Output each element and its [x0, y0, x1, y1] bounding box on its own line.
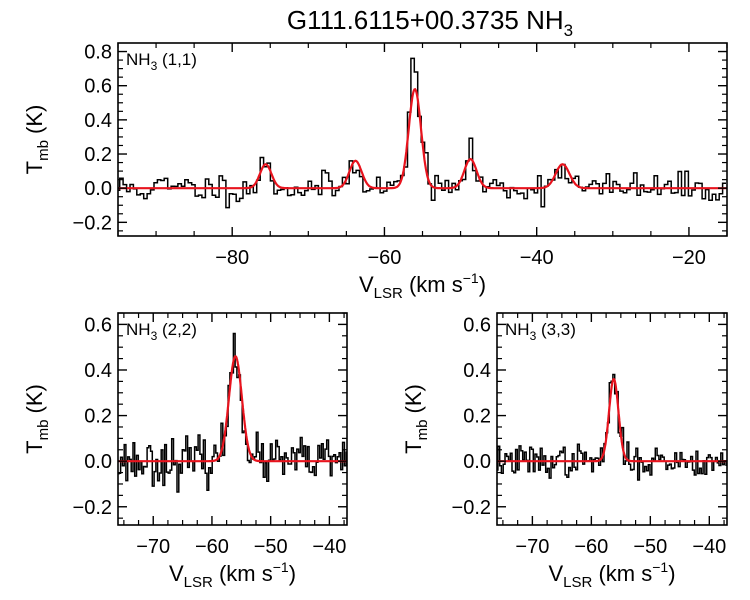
y-tick-label: 0.0: [84, 451, 112, 473]
x-tick-label: −80: [215, 247, 249, 269]
y-tick-label: 0.2: [463, 406, 491, 428]
x-axis-label: VLSR (km s−1): [548, 559, 675, 591]
panel-nh3-33: −70 −60 −50 −40 −0.2 0.0 0.2 0.4 0.6 NH3 (3,3) VLS…: [401, 312, 728, 591]
panel-nh3-11: −80 −60 −40 −20 −0.2 0.0 0.2 0.4 0.6 0.8 NH3 (1,1)…: [22, 42, 728, 302]
x-tick-label: −40: [312, 536, 346, 558]
spectrum-line: [118, 332, 347, 493]
x-axis-label: VLSR (km s−1): [169, 559, 296, 591]
y-tick-label: 0.0: [84, 178, 112, 200]
fit-line: [118, 355, 347, 463]
figure-title-main: G111.6115+00.3735 NH: [287, 5, 564, 35]
figure-title: G111.6115+00.3735 NH3: [287, 5, 573, 40]
x-tick-label: −60: [574, 536, 608, 558]
x-tick-label: −40: [520, 247, 554, 269]
y-tick-label: −0.2: [452, 497, 491, 519]
y-tick-label: −0.2: [73, 212, 112, 234]
y-tick-label: −0.2: [73, 497, 112, 519]
fit-line: [497, 377, 727, 463]
y-tick-label: 0.6: [84, 76, 112, 98]
x-tick-label: −70: [136, 536, 170, 558]
y-tick-label: 0.4: [463, 360, 491, 382]
plot-frame: [117, 312, 348, 526]
panel-nh3-22: −70 −60 −50 −40 −0.2 0.0 0.2 0.4 0.6 NH3 (2,2) VLS…: [22, 312, 348, 591]
x-tick-label: −50: [254, 536, 288, 558]
y-axis-label: Tmb (K): [22, 384, 52, 454]
panel-label: NH3 (1,1): [126, 50, 197, 73]
panel-label: NH3 (2,2): [126, 320, 197, 343]
x-tick-label: −60: [195, 536, 229, 558]
y-axis-label: Tmb (K): [401, 384, 431, 454]
y-tick-label: 0.4: [84, 360, 112, 382]
y-tick-label: 0.6: [84, 314, 112, 336]
x-tick-label: −50: [633, 536, 667, 558]
figure-title-sub: 3: [564, 21, 573, 40]
y-tick-label: 0.2: [84, 144, 112, 166]
panel-label: NH3 (3,3): [505, 320, 576, 343]
y-axis-label: Tmb (K): [22, 105, 52, 175]
y-tick-label: 0.4: [84, 110, 112, 132]
y-tick-label: 0.6: [463, 314, 491, 336]
x-tick-label: −20: [672, 247, 706, 269]
plot-frame: [496, 312, 728, 526]
x-axis-label: VLSR (km s−1): [359, 270, 486, 302]
x-tick-label: −60: [367, 247, 401, 269]
y-tick-label: 0.2: [84, 406, 112, 428]
y-tick-label: 0.8: [84, 42, 112, 64]
fit-line: [118, 87, 727, 190]
x-tick-label: −40: [692, 536, 726, 558]
x-tick-label: −70: [515, 536, 549, 558]
y-tick-label: 0.0: [463, 451, 491, 473]
